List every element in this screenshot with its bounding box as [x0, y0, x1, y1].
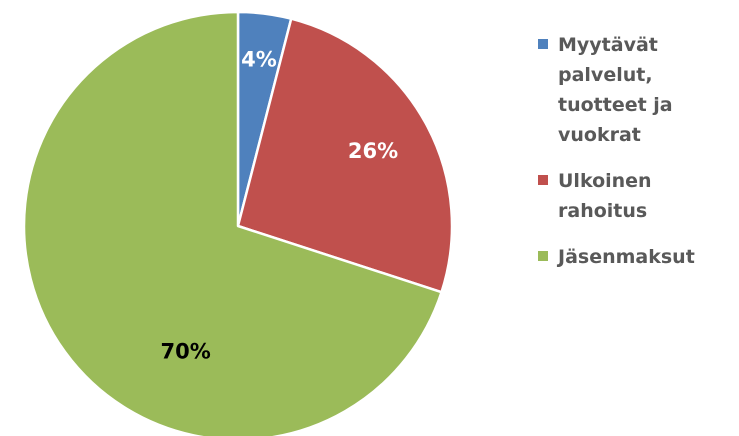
legend-item-ulkoinen-rahoitus: Ulkoinen rahoitus [538, 166, 733, 226]
legend-swatch-jasenmaksut [538, 251, 548, 261]
legend-label-ulkoinen-rahoitus: Ulkoinen rahoitus [558, 170, 652, 222]
data-label-myytavat: 4% [241, 47, 277, 71]
legend-label-jasenmaksut: Jäsenmaksut [558, 246, 695, 268]
pie-slice-jasenmaksut [22, 10, 443, 436]
legend-swatch-myytavat [538, 39, 548, 49]
data-label-jasenmaksut: 70% [160, 340, 210, 364]
legend-swatch-ulkoinen-rahoitus [538, 175, 548, 185]
legend-item-myytavat: Myytävät palvelut, tuotteet ja vuokrat [538, 30, 733, 150]
legend: Myytävät palvelut, tuotteet ja vuokrat U… [538, 30, 733, 288]
legend-label-myytavat: Myytävät palvelut, tuotteet ja vuokrat [558, 34, 673, 146]
legend-item-jasenmaksut: Jäsenmaksut [538, 242, 733, 272]
data-label-ulkoinen-rahoitus: 26% [348, 139, 398, 163]
pie-slice-ulkoinen-rahoitus [236, 17, 454, 294]
